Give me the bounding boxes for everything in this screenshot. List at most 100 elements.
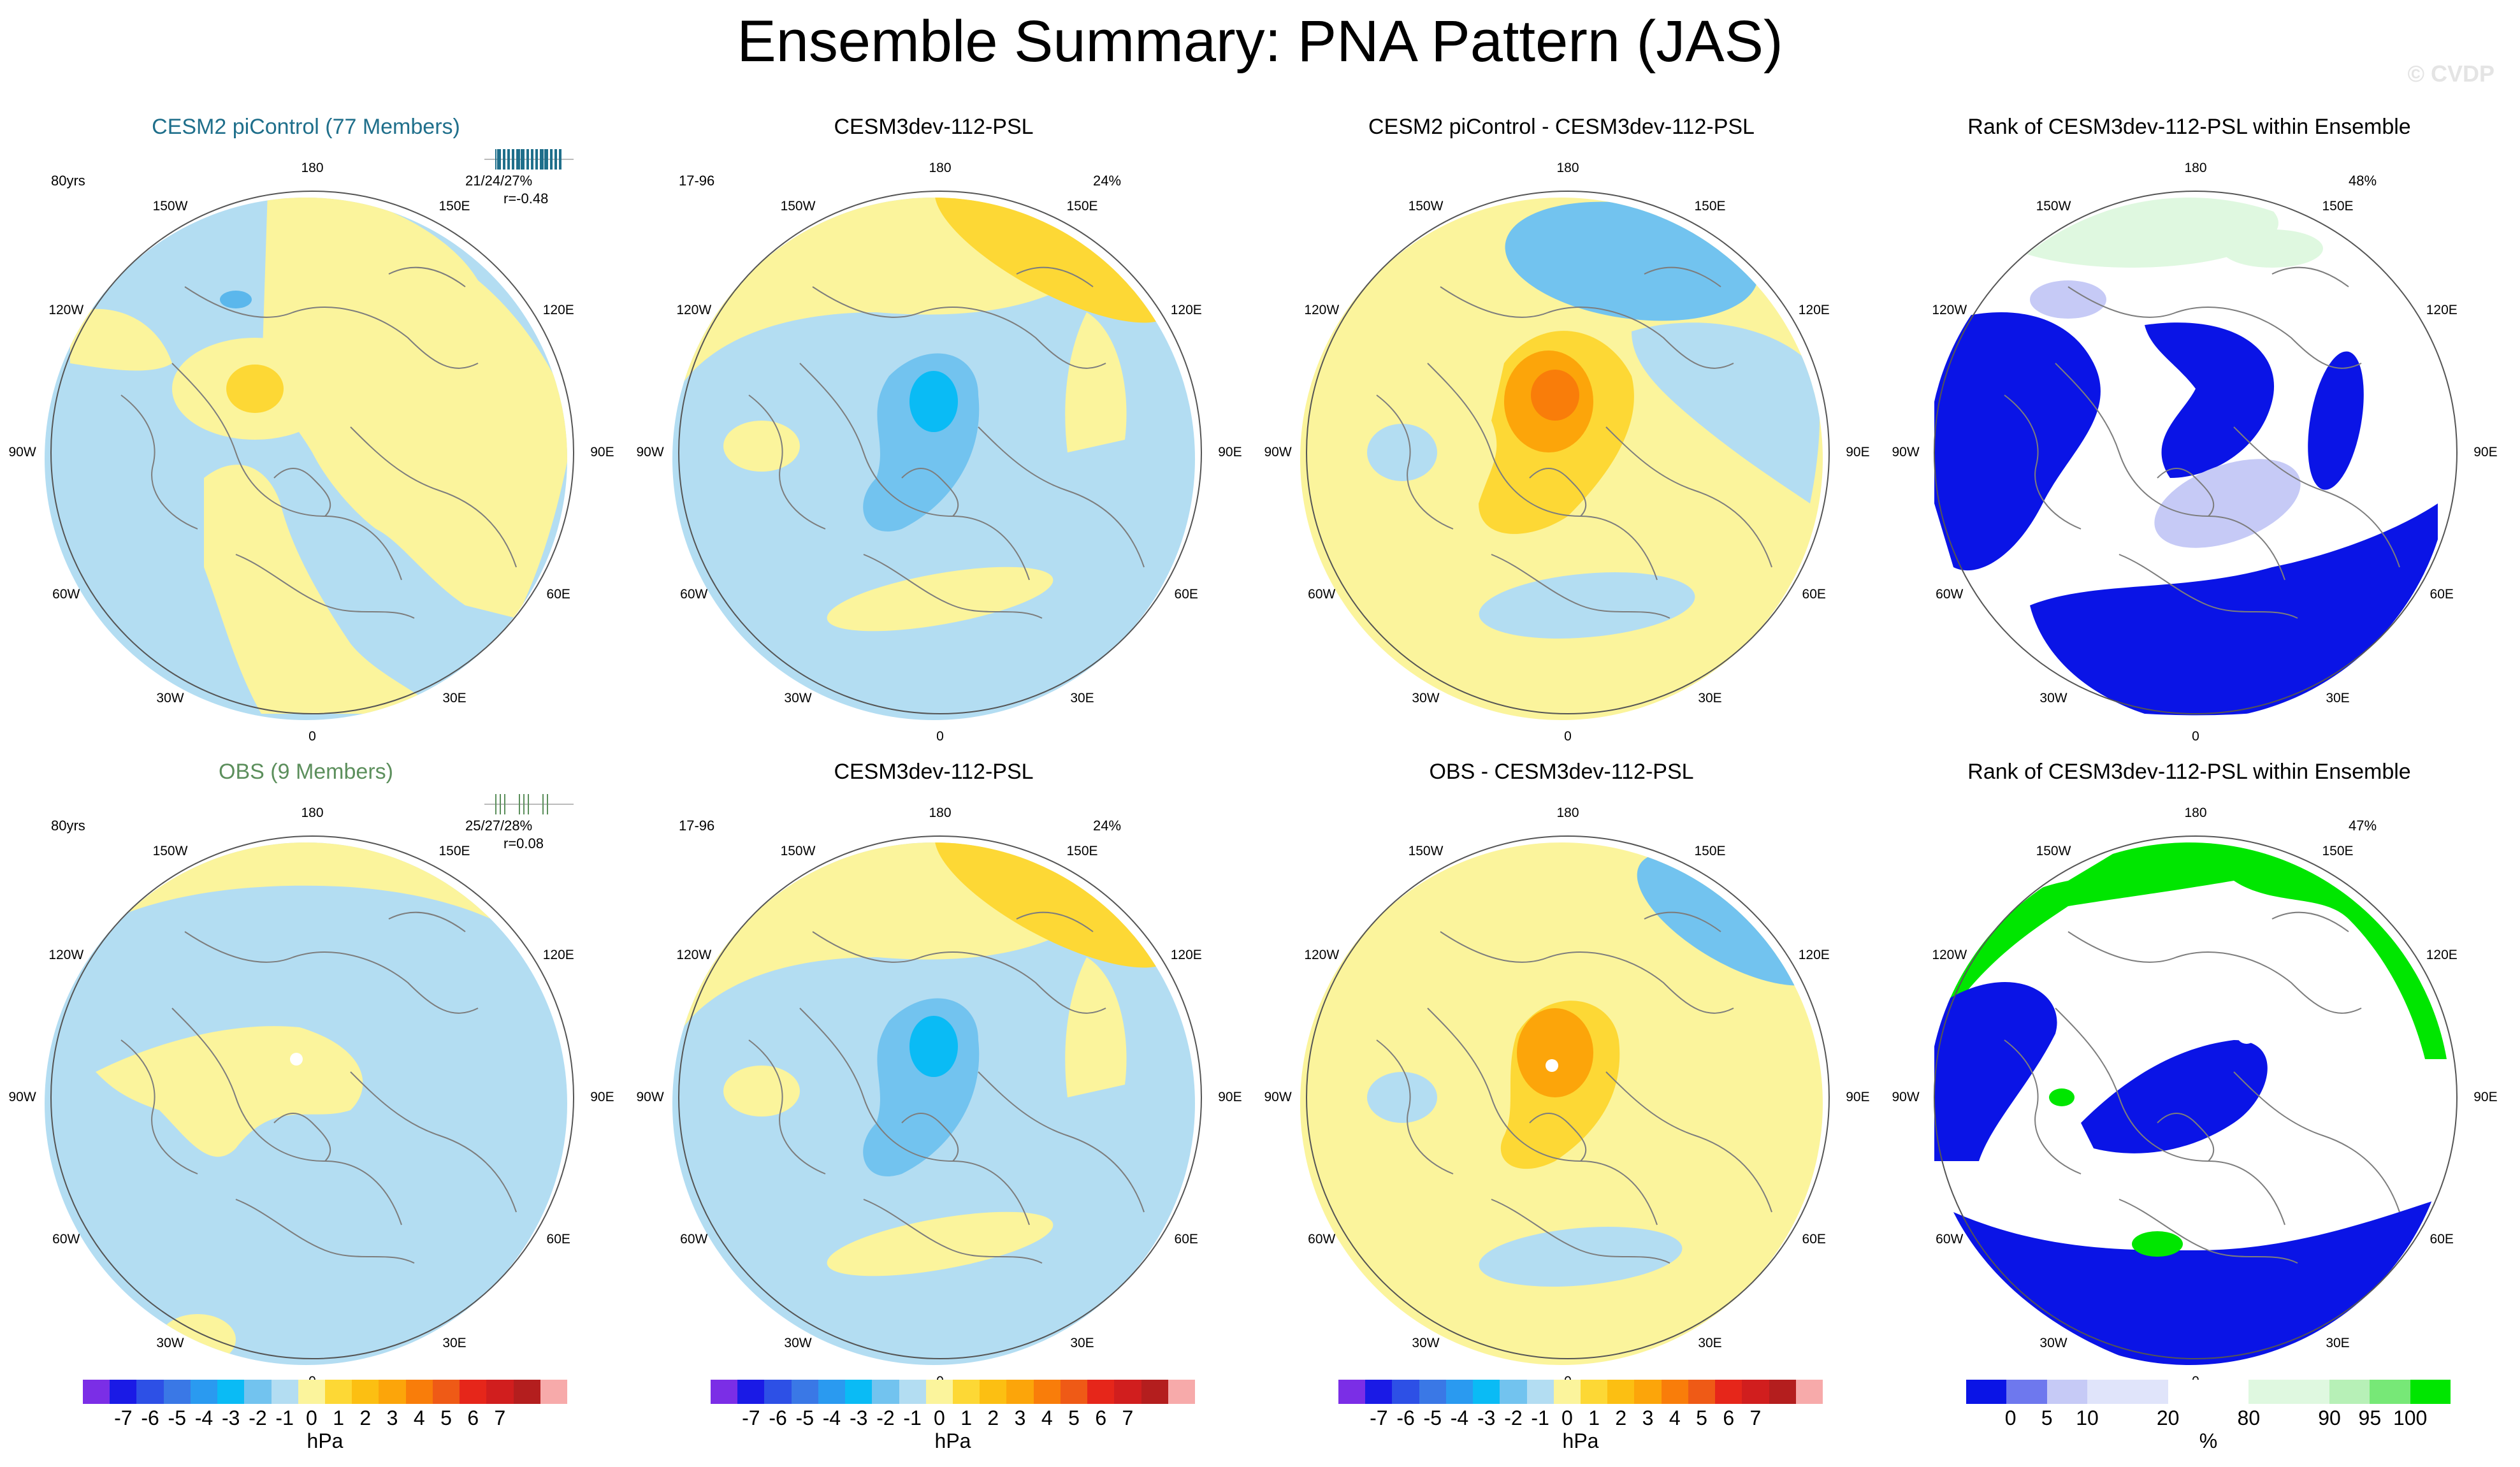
longitude-label: 120E — [2426, 948, 2458, 962]
longitude-label: 120W — [676, 948, 712, 962]
map-panel-6: CESM3dev-112-PSL 17-96 24% 180 150E 120E 90E 60… — [628, 760, 1242, 1397]
colorbar-unit: hPa — [307, 1429, 344, 1452]
years-label: 80yrs — [51, 173, 85, 189]
anomaly-positive-center — [1531, 370, 1579, 421]
longitude-label: 120E — [1170, 948, 1202, 962]
colorbar-tick: 0 — [305, 1406, 317, 1429]
colorbar-hpa-1: -7 -6 -5 -4 -3 -2 -1 0 1 2 3 4 5 6 7 hPa — [83, 1380, 568, 1463]
longitude-label: 90W — [1264, 445, 1292, 459]
colorbar-tick: -7 — [1370, 1406, 1388, 1429]
colorbar-swatch — [217, 1380, 245, 1404]
panel-title: CESM2 piControl - CESM3dev-112-PSL — [1368, 115, 1755, 139]
longitude-label: 60E — [1802, 587, 1826, 602]
longitude-label: 30W — [156, 691, 184, 706]
longitude-label: 150W — [780, 198, 816, 213]
longitude-label: 60W — [52, 1232, 80, 1247]
rank-band — [1941, 223, 2004, 274]
colorbar-tick: -4 — [822, 1406, 841, 1429]
longitude-label: 90E — [590, 445, 614, 459]
colorbar-swatch — [2046, 1380, 2088, 1404]
colorbar-tick: -1 — [903, 1406, 922, 1429]
colorbar-swatch — [2410, 1380, 2451, 1404]
anomaly-positive — [723, 421, 800, 472]
rank-band — [1934, 312, 2101, 571]
colorbar-tick: 1 — [333, 1406, 345, 1429]
longitude-label: 120W — [1304, 303, 1340, 317]
rank-band — [1934, 842, 2451, 1059]
longitude-label: 180 — [929, 161, 952, 175]
longitude-label: 120W — [48, 948, 84, 962]
longitude-label: 180 — [2184, 806, 2207, 820]
colorbar-tick: 90 — [2318, 1406, 2341, 1429]
rank-band — [2081, 1040, 2268, 1153]
rank-band — [2145, 322, 2275, 478]
colorbar-swatch — [405, 1380, 433, 1404]
colorbar-tick: 6 — [1095, 1406, 1107, 1429]
map-panel-3: CESM2 piControl - CESM3dev-112-PSL 180 150… — [1256, 115, 1869, 752]
colorbar-tick: -2 — [249, 1406, 267, 1429]
colorbar-swatch — [136, 1380, 164, 1404]
longitude-label: 150W — [2036, 843, 2071, 858]
coastlines — [2004, 911, 2400, 1264]
rank-band — [2132, 1231, 2183, 1257]
panel-title: CESM3dev-112-PSL — [834, 760, 1034, 784]
colorbar-tick: -3 — [221, 1406, 240, 1429]
colorbar-swatch — [460, 1380, 487, 1404]
percent-label: 24% — [1093, 818, 1122, 834]
colorbar-swatch — [1338, 1380, 1366, 1404]
colorbar-tick: -3 — [1477, 1406, 1496, 1429]
colorbar-swatch — [872, 1380, 900, 1404]
colorbar-tick: 0 — [933, 1406, 945, 1429]
rank-band — [2030, 503, 2438, 716]
colorbar-swatch — [1581, 1380, 1608, 1404]
years-label: 80yrs — [51, 818, 85, 834]
colorbar-swatch — [1966, 1380, 2007, 1404]
colorbar-swatch — [845, 1380, 873, 1404]
panel-title: Rank of CESM3dev-112-PSL within Ensemble — [1967, 115, 2411, 139]
rank-band — [2308, 351, 2364, 490]
anomaly-negative — [1632, 322, 1820, 503]
colorbar-tick: 7 — [494, 1406, 506, 1429]
coastlines — [1376, 911, 1772, 1264]
anomaly-positive-center — [226, 365, 284, 413]
colorbar-tick: -1 — [1531, 1406, 1549, 1429]
colorbar-tick: 1 — [1588, 1406, 1600, 1429]
colorbar-tick: 7 — [1749, 1406, 1762, 1429]
anomaly-positive-center — [1517, 1008, 1593, 1097]
colorbar-tick: -4 — [194, 1406, 214, 1429]
colorbar-tick: 5 — [1068, 1406, 1080, 1429]
colorbar-tick: 2 — [1615, 1406, 1627, 1429]
rank-band — [1953, 1199, 2438, 1365]
map-border — [678, 835, 1202, 1359]
longitude-label: 60E — [2429, 587, 2454, 602]
anomaly-positive-center — [934, 198, 1175, 323]
colorbar-tick: 20 — [2156, 1406, 2180, 1429]
watermark: © CVDP — [2407, 61, 2495, 87]
colorbar-swatch — [953, 1380, 980, 1404]
anomaly-positive — [1065, 312, 1127, 452]
longitude-label: 180 — [1556, 806, 1579, 820]
coastlines — [120, 911, 517, 1264]
colorbar-swatch — [1114, 1380, 1142, 1404]
map-border — [678, 191, 1202, 714]
longitude-label: 30E — [442, 691, 467, 706]
longitude-label: 30W — [2039, 691, 2067, 706]
colorbar-swatch — [2208, 1380, 2249, 1404]
longitude-label: 90W — [1264, 1090, 1292, 1104]
map-panel-4: Rank of CESM3dev-112-PSL within Ensemble… — [1883, 115, 2497, 752]
colorbar-hpa-3: -7 -6 -5 -4 -3 -2 -1 0 1 2 3 4 5 6 7 hPa — [1338, 1380, 1823, 1463]
longitude-label: 30E — [2326, 1336, 2350, 1351]
colorbar-swatch — [379, 1380, 407, 1404]
longitude-label: 150E — [438, 198, 470, 213]
colorbar-swatch — [163, 1380, 191, 1404]
polar-map — [1928, 835, 2458, 1365]
percent-label: 48% — [2349, 173, 2377, 189]
colorbar-swatch — [1500, 1380, 1528, 1404]
longitude-label: 150E — [1694, 198, 1726, 213]
colorbar-swatch — [1087, 1380, 1115, 1404]
colorbar-swatch — [737, 1380, 765, 1404]
colorbar-swatch — [764, 1380, 792, 1404]
longitude-label: 120E — [1170, 303, 1202, 317]
rank-band — [2236, 1023, 2257, 1044]
polar-map — [1300, 191, 1830, 720]
